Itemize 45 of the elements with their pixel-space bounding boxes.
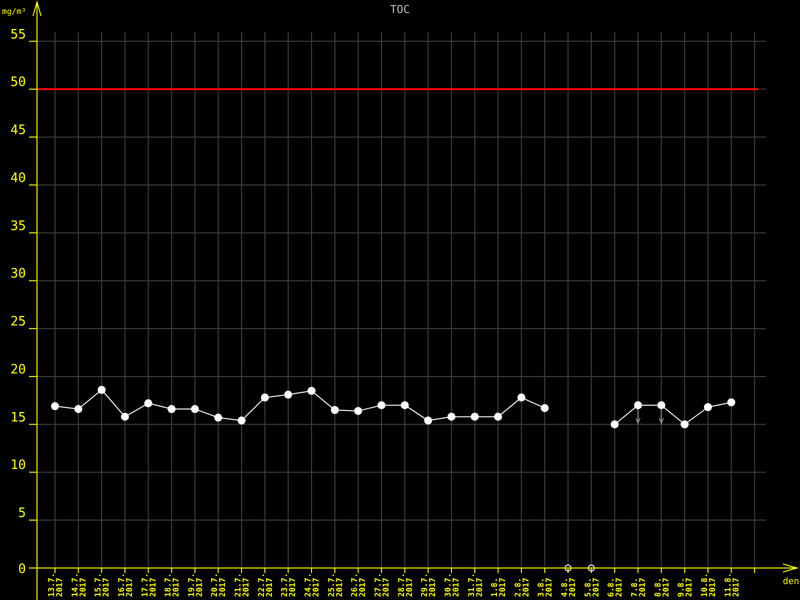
x-tick-label: 26.7. 2017 xyxy=(350,572,368,597)
x-axis-title: den xyxy=(782,577,800,587)
x-tick-label: 2.8. 2017 xyxy=(513,578,530,597)
x-tick-label: 11.8. 2017 xyxy=(723,572,740,597)
y-tick-label: 15 xyxy=(10,410,26,426)
x-tick-label: 9.8. 2017 xyxy=(676,578,694,597)
y-tick-label: 20 xyxy=(10,362,26,378)
x-tick-label: 14.7. 2017 xyxy=(70,572,88,597)
x-tick-label: 6.8. 2017 xyxy=(606,578,624,597)
x-tick-label: 29.7. 2017 xyxy=(420,572,438,597)
y-tick-label: 40 xyxy=(10,170,26,186)
x-tick-label: 13.7. 2017 xyxy=(47,572,64,597)
x-tick-label: 24.7. 2017 xyxy=(304,572,321,597)
y-tick-label: 35 xyxy=(10,218,26,234)
x-tick-label: 18.7. 2017 xyxy=(164,572,181,597)
x-tick-label: 1.8. 2017 xyxy=(490,578,508,597)
y-axis-title: mg/m³ xyxy=(2,7,26,16)
y-tick-label: 55 xyxy=(10,27,26,42)
x-tick-label: 22.7. 2017 xyxy=(256,572,274,597)
y-tick-label: 45 xyxy=(10,123,26,138)
x-tick-label: 8.8. 2017 xyxy=(653,578,670,597)
x-tick-label: 28.7. 2017 xyxy=(396,572,414,597)
x-tick-label: 19.7. 2017 xyxy=(186,572,204,597)
x-tick-label: 20.7. 2017 xyxy=(210,572,228,597)
x-tick-label: 31.7. 2017 xyxy=(466,572,484,597)
y-tick-label: 50 xyxy=(10,75,26,90)
x-tick-label: 15.7. 2017 xyxy=(94,572,111,597)
x-tick-label: 3.8. 2017 xyxy=(536,578,554,597)
x-tick-label: 10.8. 2017 xyxy=(700,572,717,597)
x-tick-label: 5.8. 2017 xyxy=(583,578,600,597)
y-tick-label: 30 xyxy=(10,266,26,282)
y-tick-label: 25 xyxy=(10,314,26,330)
y-tick-label: 10 xyxy=(10,458,26,474)
chart-title: TOC xyxy=(390,3,410,16)
x-tick-label: 21.7. 2017 xyxy=(234,572,251,597)
x-tick-label: 7.8. 2017 xyxy=(630,578,647,597)
x-tick-label: 4.8. 2017 xyxy=(560,578,578,597)
x-tick-label: 16.7. 2017 xyxy=(116,572,134,597)
x-tick-label: 17.7. 2017 xyxy=(140,572,158,597)
x-tick-label: 27.7. 2017 xyxy=(373,572,390,597)
y-tick-label: 5 xyxy=(18,506,26,522)
x-tick-label: 30.7. 2017 xyxy=(443,572,460,597)
x-tick-label: 23.7. 2017 xyxy=(280,572,298,597)
y-tick-label: 0 xyxy=(18,562,26,577)
x-tick-label: 25.7. 2017 xyxy=(326,572,344,597)
